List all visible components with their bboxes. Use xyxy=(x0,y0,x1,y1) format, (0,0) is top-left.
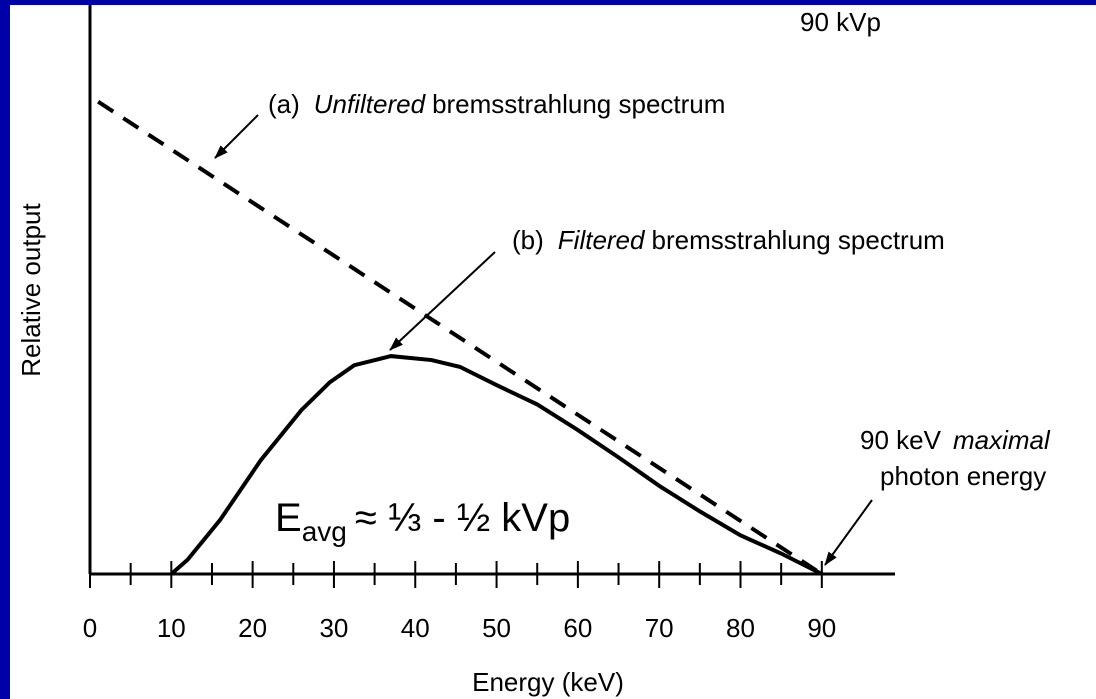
x-axis-label: Energy (keV) xyxy=(472,667,624,697)
x-tick-label: 40 xyxy=(401,613,430,643)
series-line xyxy=(169,354,823,576)
x-tick-label: 30 xyxy=(319,613,348,643)
x-tick-label: 10 xyxy=(157,613,186,643)
y-axis-label: Relative output xyxy=(16,203,46,377)
x-tick-label: 60 xyxy=(563,613,592,643)
x-tick-label: 70 xyxy=(645,613,674,643)
x-tick-label: 50 xyxy=(482,613,511,643)
annotation: ≈ ⅓ - ½ kVp xyxy=(355,496,570,540)
annotation: Unfiltered xyxy=(314,89,427,119)
plot-background xyxy=(10,5,1096,699)
annotation: 90 keV xyxy=(860,425,942,455)
x-tick-label: 90 xyxy=(807,613,836,643)
annotation: bremsstrahlung spectrum xyxy=(432,89,725,119)
annotation: Filtered xyxy=(558,225,646,255)
annotation: maximal xyxy=(953,425,1051,455)
annotation: photon energy xyxy=(880,461,1046,491)
annotation: E xyxy=(275,496,302,540)
series-line xyxy=(97,100,823,576)
annotation: (a) Unfiltered bremsstrahlung spectrum xyxy=(268,89,725,119)
annotation: (b) Filtered bremsstrahlung spectrum xyxy=(512,225,945,255)
x-tick-label: 20 xyxy=(238,613,267,643)
arrow-b xyxy=(389,251,496,351)
x-tick-label: 80 xyxy=(726,613,755,643)
annotation: 90 keV maximal xyxy=(860,425,1051,455)
annotation: (a) xyxy=(268,89,300,119)
annotation: Eavg ≈ ⅓ - ½ kVp xyxy=(275,496,570,548)
x-tick-label: 0 xyxy=(83,613,97,643)
annotation: bremsstrahlung spectrum xyxy=(651,225,944,255)
annotation: (b) xyxy=(512,225,544,255)
arrow-max xyxy=(824,499,873,566)
annotation: avg xyxy=(302,516,347,547)
annotation: 90 kVp xyxy=(800,7,881,37)
arrow-a xyxy=(214,114,259,159)
